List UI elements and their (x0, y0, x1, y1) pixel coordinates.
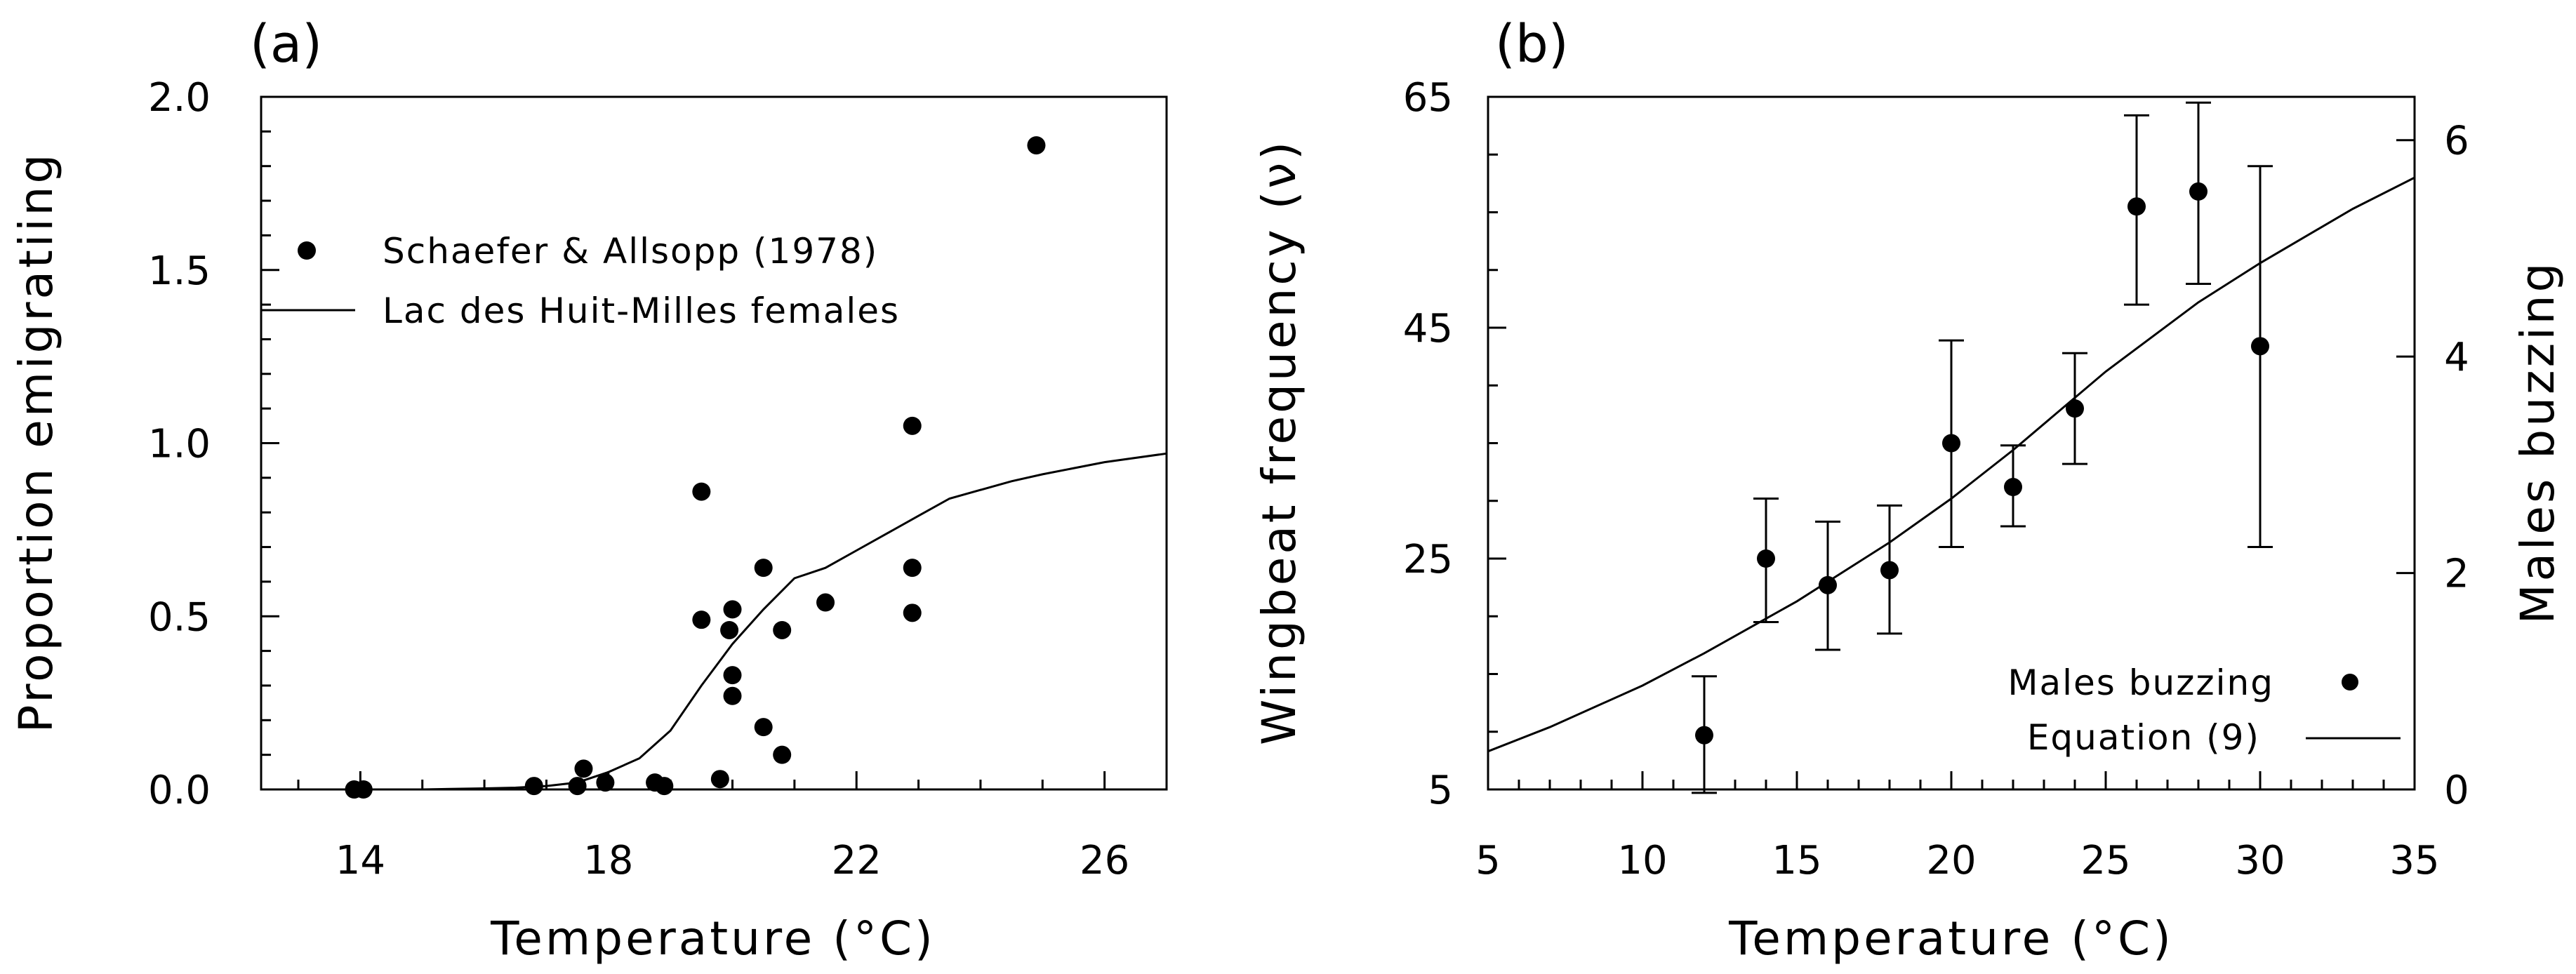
panel-b-x-tick-label: 25 (2080, 838, 2130, 883)
panel-b-points-layer (1692, 101, 2273, 794)
panel-a-data-point (723, 600, 742, 619)
panel-a-data-point (568, 777, 587, 796)
panel-a-data-point (723, 666, 742, 685)
panel-a-data-point (524, 777, 543, 796)
panel-a-data-point (692, 611, 711, 629)
panel-a-x-tick-label: 22 (832, 838, 882, 883)
panel-b-data-point (2189, 182, 2207, 201)
panel-b-data-point (2127, 197, 2146, 216)
panel-b-x-tick-label: 10 (1617, 838, 1667, 883)
panel-a: (a) 14 18 22 26 0.0 0.5 1.0 1.5 2.0 Temperature… (9, 14, 1168, 966)
panel-a-data-point (754, 718, 773, 737)
legend-b-entry-dots: Males buzzing (2007, 662, 2274, 703)
panel-a-data-point (773, 620, 792, 639)
panel-a-data-point (596, 773, 615, 792)
panel-b-data-point (1757, 549, 1775, 568)
panel-b-y-tick-label: 65 (1403, 75, 1453, 121)
panel-a-legend: Schaefer & Allsopp (1978) Lac des Huit-M… (262, 231, 900, 331)
panel-a-data-point (354, 780, 373, 799)
panel-b-data-point (2066, 399, 2084, 418)
panel-a-letter: (a) (250, 14, 322, 74)
panel-b-data-point (2251, 337, 2269, 356)
panel-b-data-point (1819, 575, 1837, 594)
panel-a-x-tick-label: 14 (336, 838, 385, 883)
panel-a-data-point (816, 593, 835, 612)
panel-b-y-tick-label: 25 (1403, 537, 1453, 582)
legend-b-entry-line: Equation (9) (2027, 717, 2260, 758)
panel-a-data-point (754, 559, 773, 578)
panel-a-data-point (723, 686, 742, 705)
panel-a-points-layer (345, 136, 1046, 799)
panel-b-data-point (2004, 478, 2022, 497)
panel-b-data-point (1942, 434, 1960, 453)
legend-a-entry-line: Lac des Huit-Milles females (383, 291, 900, 331)
panel-a-x-tick-label: 18 (583, 838, 633, 883)
panel-b-y-axis-right: 0 2 4 6 (2396, 119, 2469, 813)
panel-b-legend: Males buzzing Equation (9) (2007, 662, 2401, 758)
panel-a-data-point (773, 745, 792, 764)
panel-a-data-point (903, 559, 922, 578)
panel-b-x-tick-label: 20 (1926, 838, 1976, 883)
panel-a-x-tick-label: 26 (1080, 838, 1129, 883)
panel-b-x-axis: 5 10 15 20 25 30 35 (1475, 771, 2440, 883)
panel-a-data-point (655, 777, 674, 796)
panel-b-data-point (1695, 726, 1713, 745)
panel-a-data-point (720, 620, 739, 639)
panel-a-data-point (574, 759, 593, 778)
panel-b-y-label-right: Males buzzing (2511, 260, 2565, 625)
panel-a-data-point (1027, 136, 1046, 155)
panel-b-y-axis-left: 5 25 45 65 (1403, 75, 1506, 813)
panel-a-data-point (903, 416, 922, 435)
panel-a-y-tick-label: 1.5 (148, 248, 211, 294)
panel-a-data-point (692, 482, 711, 501)
panel-b-x-label: Temperature (°C) (1728, 912, 2174, 966)
panel-b-x-tick-label: 5 (1475, 838, 1501, 883)
panel-b-y-label: Wingbeat frequency (ν) (1252, 139, 1306, 745)
legend-a-dot-marker (298, 241, 316, 260)
panel-a-x-label: Temperature (°C) (490, 912, 936, 966)
legend-a-entry-dots: Schaefer & Allsopp (1978) (383, 231, 878, 272)
panel-b: (b) 5 10 15 20 25 30 35 5 25 45 65 0 2 4 6 Temperatu… (1252, 14, 2565, 966)
panel-a-y-tick-label: 1.0 (148, 422, 211, 467)
panel-a-data-point (710, 770, 729, 789)
panel-a-y-tick-label: 0.5 (148, 594, 211, 640)
panel-b-right-tick-label: 0 (2444, 768, 2469, 813)
legend-b-dot-marker (2342, 674, 2358, 691)
panel-b-y-tick-label: 45 (1403, 306, 1453, 352)
panel-b-right-tick-label: 2 (2444, 552, 2469, 597)
panel-b-data-point (1880, 561, 1899, 580)
panel-b-y-tick-label: 5 (1428, 768, 1453, 813)
panel-b-letter: (b) (1495, 14, 1569, 74)
panel-b-x-tick-label: 30 (2235, 838, 2285, 883)
panel-a-y-tick-label: 2.0 (148, 75, 211, 121)
panel-a-y-axis: 0.0 0.5 1.0 1.5 2.0 (148, 75, 279, 813)
panel-b-x-tick-label: 15 (1772, 838, 1821, 883)
panel-b-right-tick-label: 6 (2444, 119, 2469, 164)
panel-b-right-tick-label: 4 (2444, 335, 2469, 380)
panel-a-y-tick-label: 0.0 (148, 768, 211, 813)
panel-a-y-label: Proportion emigratiing (9, 152, 63, 733)
panel-a-data-point (903, 603, 922, 622)
panel-b-x-tick-label: 35 (2389, 838, 2439, 883)
